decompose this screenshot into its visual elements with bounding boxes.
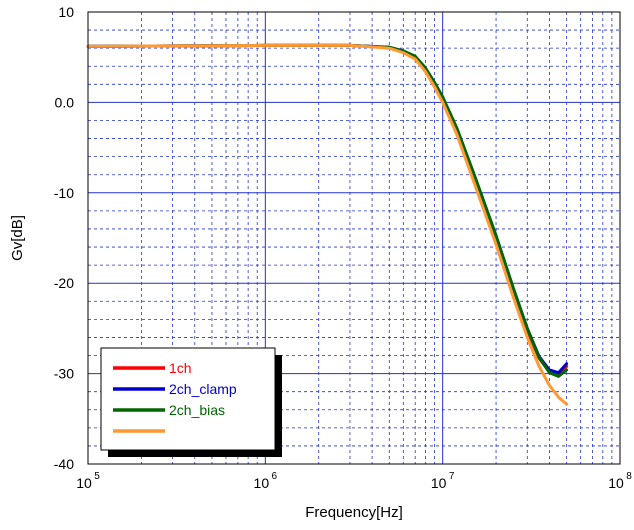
x-tick-label: 10 <box>608 475 624 491</box>
legend-box <box>100 347 276 451</box>
x-tick-label: 10 <box>254 475 270 491</box>
x-tick-exponent: 6 <box>272 471 278 482</box>
y-tick-labels: 10 0.0 -10 -20 -30 -40 <box>54 4 74 472</box>
grid <box>88 12 620 464</box>
series-lines <box>86 43 569 406</box>
y-tick-label: -10 <box>54 185 74 201</box>
x-tick-exponent: 7 <box>449 471 455 482</box>
legend-label-2ch_clamp: 2ch_clamp <box>169 381 237 397</box>
x-tick-label: 10 <box>76 475 92 491</box>
y-tick-label: 0.0 <box>55 94 75 110</box>
x-axis-title: Frequency[Hz] <box>305 504 403 521</box>
legend-label-3ch: 3ch <box>169 423 192 439</box>
x-tick-exponent: 8 <box>626 471 632 482</box>
plot-frame <box>87 11 621 465</box>
x-tick-exponent: 5 <box>94 471 100 482</box>
y-tick-label: 10 <box>58 4 74 20</box>
y-tick-label: -40 <box>54 456 74 472</box>
x-tick-labels: 10 5 10 6 10 7 10 8 <box>76 471 632 491</box>
y-axis-title: Gv[dB] <box>9 215 26 261</box>
series-line-3ch <box>86 43 569 406</box>
legend: 1ch 2ch_clamp 2ch_bias 3ch <box>100 347 282 457</box>
legend-label-2ch_bias: 2ch_bias <box>169 402 225 418</box>
legend-label-1ch: 1ch <box>169 360 192 376</box>
y-tick-label: -20 <box>54 275 74 291</box>
x-tick-label: 10 <box>431 475 447 491</box>
y-tick-label: -30 <box>54 366 74 382</box>
